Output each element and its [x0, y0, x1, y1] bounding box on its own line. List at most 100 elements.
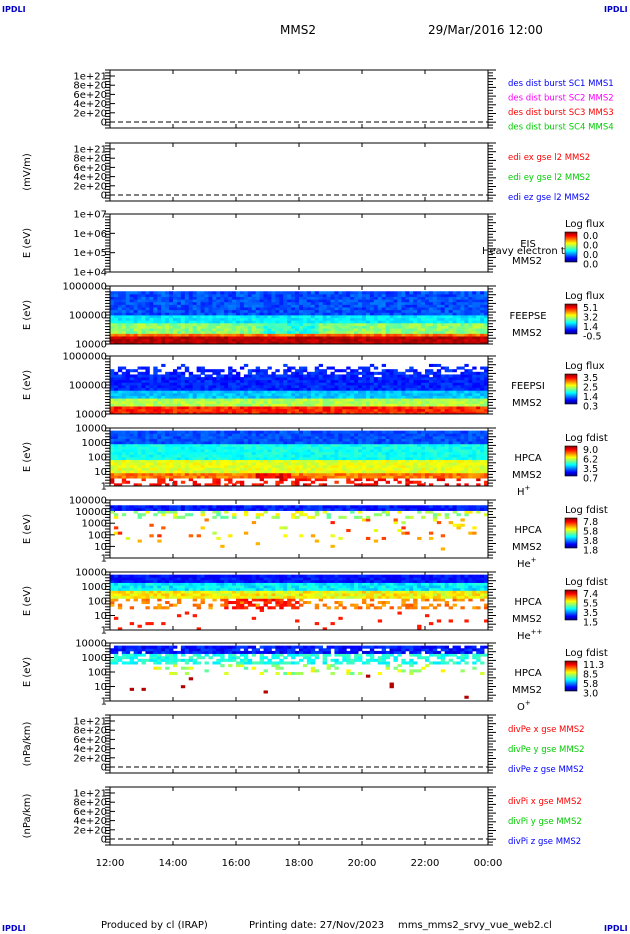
spec-cell	[180, 395, 186, 399]
spec-cell	[460, 307, 465, 311]
spec-cell	[369, 406, 375, 410]
spec-cell	[291, 438, 296, 442]
spec-cell	[200, 433, 205, 437]
spec-cell	[110, 291, 115, 295]
spec-cell	[220, 320, 225, 324]
spec-cell	[275, 480, 280, 484]
spec-cell	[425, 377, 430, 381]
spec-cell	[255, 320, 261, 324]
spec-cell	[165, 307, 170, 311]
spec-cell	[318, 309, 324, 313]
spec-cell	[464, 341, 469, 345]
spec-cell	[157, 446, 162, 450]
spec-cell	[110, 379, 115, 383]
spec-cell	[338, 330, 343, 334]
spec-cell	[161, 304, 166, 308]
spec-cell	[192, 467, 198, 471]
spec-cell	[125, 301, 131, 305]
spec-cell	[464, 336, 469, 340]
spec-cell	[318, 472, 324, 476]
spec-cell	[188, 392, 194, 396]
spec-cell	[373, 379, 379, 383]
spec-cell	[464, 382, 469, 386]
spec-cell	[476, 385, 481, 389]
spec-cell	[224, 317, 229, 321]
spec-cell	[275, 293, 280, 297]
spec-cell	[157, 374, 162, 378]
spec-cell	[255, 379, 261, 383]
spec-cell	[236, 382, 241, 386]
spec-cell	[283, 328, 288, 332]
spec-cell	[322, 406, 327, 410]
spec-cell	[259, 336, 264, 340]
spec-cell	[326, 408, 331, 412]
spec-cell	[389, 320, 394, 324]
spec-cell	[129, 462, 135, 466]
spec-cell	[346, 377, 351, 381]
spec-cell	[141, 312, 146, 316]
spec-cell	[279, 435, 284, 439]
spec-cell	[310, 459, 316, 463]
spec-cell	[401, 403, 406, 407]
spec-cell	[232, 457, 237, 461]
spec-cell	[121, 309, 127, 313]
spec-cell	[255, 406, 261, 410]
spec-cell	[243, 408, 249, 412]
spec-cell	[405, 382, 410, 386]
spec-cell	[464, 379, 469, 383]
spec-cell	[436, 382, 442, 386]
spec-cell	[216, 443, 221, 447]
spec-cell	[153, 387, 158, 391]
spec-cell	[373, 320, 379, 324]
spec-cell	[322, 330, 327, 334]
spec-cell	[314, 462, 320, 466]
spec-cell	[153, 304, 158, 308]
spec-cell	[306, 293, 312, 297]
colorbar-label: 1.4	[583, 322, 598, 333]
spec-cell	[161, 475, 166, 479]
spec-cell	[271, 325, 276, 329]
datetime-title: 29/Mar/2016 12:00	[428, 23, 543, 37]
spec-cell	[432, 377, 438, 381]
spec-cell	[157, 464, 162, 468]
spec-cell	[405, 304, 410, 308]
spec-cell	[153, 408, 158, 412]
spec-cell	[476, 338, 481, 342]
spec-cell	[318, 369, 324, 373]
spec-cell	[176, 330, 182, 334]
spec-cell	[456, 296, 461, 300]
spec-cell	[113, 483, 119, 487]
spec-cell	[184, 438, 190, 442]
spec-cell	[228, 467, 233, 471]
spec-cell	[271, 390, 276, 394]
spec-cell	[452, 301, 457, 305]
spec-cell	[212, 454, 217, 458]
spec-cell	[196, 408, 201, 412]
spec-cell	[117, 400, 123, 404]
spec-cell	[173, 390, 178, 394]
spec-cell	[373, 317, 379, 321]
spec-cell	[149, 462, 154, 466]
spec-cell	[145, 462, 150, 466]
spec-cell	[389, 403, 394, 407]
spec-cell	[196, 374, 201, 378]
spec-cell	[204, 441, 209, 445]
spec-cell	[113, 387, 119, 391]
spec-cell	[259, 433, 264, 437]
spec-cell	[200, 398, 205, 402]
spec-cell	[354, 301, 359, 305]
spec-cell	[125, 430, 131, 434]
spec-cell	[354, 369, 359, 373]
spec-cell	[188, 470, 194, 474]
spec-cell	[460, 317, 465, 321]
spec-cell	[464, 320, 469, 324]
spec-cell	[247, 330, 253, 334]
spec-cell	[369, 377, 375, 381]
spec-cell	[310, 403, 316, 407]
spec-cell	[239, 299, 245, 303]
spec-cell	[322, 315, 327, 319]
spec-cell	[314, 411, 320, 415]
spec-cell	[180, 406, 186, 410]
spec-cell	[358, 377, 363, 381]
spec-cell	[409, 338, 414, 342]
